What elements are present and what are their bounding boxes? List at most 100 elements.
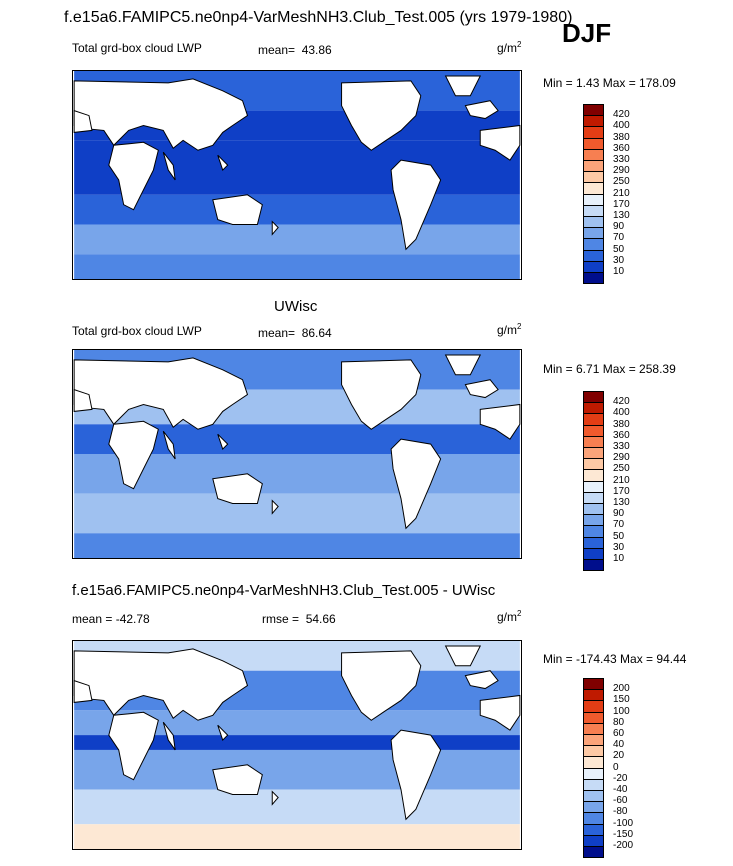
landmass — [341, 80, 422, 151]
panel1-units-sup: 2 — [517, 40, 522, 49]
colorbar-swatch — [583, 846, 604, 859]
landmass — [73, 648, 249, 721]
landmass — [479, 124, 521, 161]
landmass — [390, 438, 442, 530]
colorbar-tick-label: 210 — [613, 474, 630, 486]
panel2-colorbar: 420 400 380 360 330 290 250 210 170 130 90 70 50 30 10 — [583, 391, 630, 572]
panel3-units: g/m2 — [497, 609, 521, 624]
panel2-title: UWisc — [274, 298, 318, 315]
colorbar-tick-label: 50 — [613, 530, 625, 542]
colorbar-tick-label: 290 — [613, 452, 630, 464]
panel1-stat-value: 43.86 — [301, 43, 332, 57]
landmass — [73, 78, 249, 151]
landmass — [73, 357, 249, 430]
colorbar-tick-label: 60 — [613, 728, 625, 739]
colorbar-tick-label: 360 — [613, 429, 630, 441]
colorbar-tick-label: 80 — [613, 716, 625, 728]
season-label: DJF — [562, 18, 612, 48]
landmass — [217, 154, 229, 171]
colorbar-tick-label: 420 — [613, 396, 630, 408]
field-band — [74, 454, 520, 494]
landmass — [479, 694, 521, 731]
panel3-title: f.e15a6.FAMIPC5.ne0np4-VarMeshNH3.Club_T… — [72, 582, 496, 599]
colorbar-tick-label: 130 — [613, 497, 630, 508]
landmass — [464, 100, 499, 120]
panel1-units: g/m2 — [497, 40, 521, 55]
colorbar-tick-label: 290 — [613, 165, 630, 177]
colorbar-tick-label: 90 — [613, 508, 625, 520]
panel3-stat-label: rmse = — [262, 612, 300, 626]
panel1-stat-label: mean= — [258, 43, 296, 57]
colorbar-tick-label: -150 — [613, 828, 634, 840]
landmass — [108, 420, 159, 490]
colorbar-tick-label: 10 — [613, 553, 625, 564]
field-band — [74, 749, 520, 790]
panel3-colorbar: 200 150 100 80 60 40 20 0 -20 -40 -60 -80 -100 -150 -2… — [583, 678, 633, 859]
panel1-colorbar: 420 400 380 360 330 290 250 210 170 130 90 70 50 30 10 — [583, 104, 630, 285]
landmass — [271, 790, 279, 806]
panel3-minmax: Min = -174.43 Max = 94.44 — [543, 652, 687, 666]
colorbar-tick-label: 250 — [613, 463, 630, 475]
landmass — [444, 354, 482, 376]
colorbar-tick-label: -200 — [613, 840, 634, 851]
landmass — [108, 141, 159, 211]
landmass — [341, 359, 422, 430]
colorbar-swatch — [583, 559, 604, 572]
panel3-stat: rmse = 54.66 — [262, 612, 336, 626]
colorbar-tick-label: 420 — [613, 109, 630, 121]
colorbar-tick-label: 130 — [613, 210, 630, 221]
landmass — [444, 75, 482, 97]
colorbar-tick-label: 50 — [613, 243, 625, 255]
field-band — [74, 493, 520, 534]
panel2-map — [72, 349, 522, 559]
panel3-units-base: g/m — [497, 610, 518, 624]
panel1-units-base: g/m — [497, 41, 518, 55]
panel2-variable: Total grd-box cloud LWP — [72, 324, 202, 338]
map-svg — [73, 641, 521, 849]
colorbar-tick-label: 210 — [613, 187, 630, 199]
colorbar-tick-label: 400 — [613, 407, 630, 419]
colorbar-tick-label: 30 — [613, 254, 625, 266]
field-band — [74, 254, 520, 279]
panel3-mean: mean = -42.78 — [72, 612, 150, 626]
panel1-stat: mean= 43.86 — [258, 43, 332, 57]
panel1-variable: Total grd-box cloud LWP — [72, 41, 202, 55]
field-band — [74, 789, 520, 825]
colorbar-tick-label: 380 — [613, 131, 630, 143]
panel1-minmax: Min = 1.43 Max = 178.09 — [543, 76, 676, 90]
colorbar-tick-label: 70 — [613, 519, 625, 531]
landmass — [479, 403, 521, 440]
colorbar-tick-label: 150 — [613, 694, 630, 706]
colorbar-tick-label: 380 — [613, 418, 630, 430]
colorbar-tick-label: 170 — [613, 198, 630, 210]
colorbar-tick-label: 40 — [613, 739, 625, 751]
panel2-minmax: Min = 6.71 Max = 258.39 — [543, 362, 676, 376]
colorbar-tick-label: -60 — [613, 795, 628, 807]
field-band — [74, 533, 520, 558]
field-band — [74, 194, 520, 225]
landmass — [390, 729, 442, 821]
landmass — [444, 645, 482, 667]
panel2-stat-label: mean= — [258, 326, 296, 340]
colorbar-tick-label: -40 — [613, 784, 628, 795]
panel3-stat-value: 54.66 — [305, 612, 336, 626]
map-svg — [73, 71, 521, 279]
landmass — [212, 764, 263, 796]
panel2-units-sup: 2 — [517, 322, 522, 331]
field-band — [74, 824, 520, 849]
field-band — [74, 224, 520, 255]
colorbar-tick-label: 400 — [613, 120, 630, 132]
colorbar-tick-label: 10 — [613, 266, 625, 277]
colorbar-swatch — [583, 272, 604, 285]
landmass — [162, 430, 176, 460]
colorbar-tick-label: 200 — [613, 683, 630, 695]
landmass — [73, 109, 93, 133]
colorbar-tick-label: 330 — [613, 154, 630, 165]
colorbar-tick-label: 30 — [613, 541, 625, 553]
landmass — [217, 724, 229, 741]
colorbar-tick-label: 360 — [613, 142, 630, 154]
colorbar-tick-label: 0 — [613, 761, 619, 773]
landmass — [271, 220, 279, 236]
figure-title: f.e15a6.FAMIPC5.ne0np4-VarMeshNH3.Club_T… — [64, 9, 573, 26]
landmass — [217, 433, 229, 450]
